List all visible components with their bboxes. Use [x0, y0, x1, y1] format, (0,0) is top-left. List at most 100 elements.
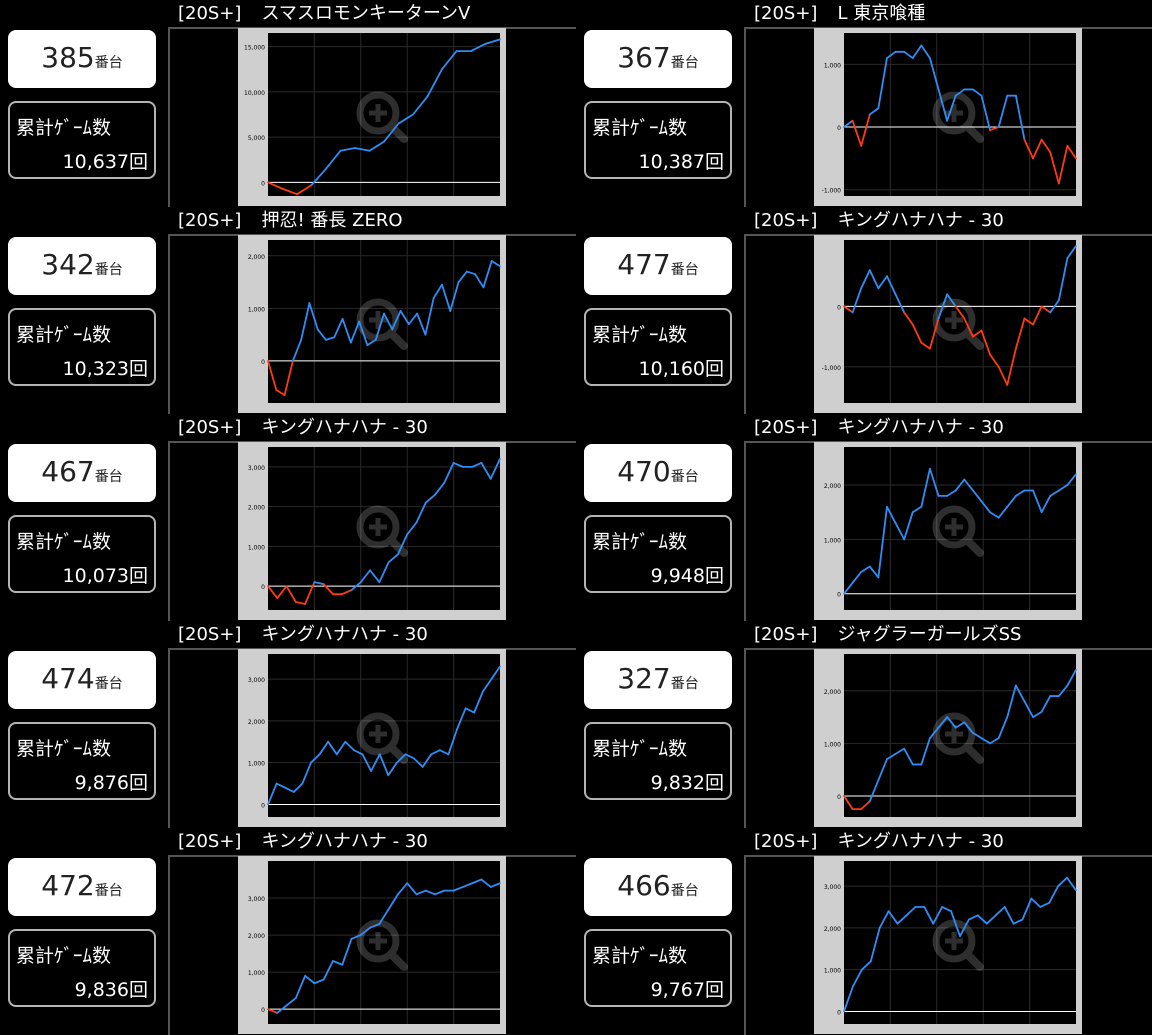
machine-number-suffix: 番台 — [94, 55, 123, 71]
series-segment — [971, 731, 983, 740]
machine-card[interactable]: [20S+] キングハナハナ - 30 466 番台 累計ｹﾞｰﾑ数 9,767回 0 1,0… — [576, 828, 1152, 1035]
slump-graph[interactable]: 0 1,000 2,000 3,000 — [238, 649, 506, 827]
series-segment — [341, 937, 353, 966]
setting-tag: [20S+] — [178, 831, 242, 852]
machine-number-suffix: 番台 — [670, 469, 699, 485]
zoom-watermark-icon — [356, 505, 408, 557]
plot-area — [268, 447, 500, 610]
total-games-label: 累計ｹﾞｰﾑ数 — [16, 738, 112, 760]
series-segment — [310, 167, 327, 187]
series-segment — [490, 665, 501, 680]
machine-card[interactable]: [20S+] キングハナハナ - 30 477 番台 累計ｹﾞｰﾑ数 10,160回 -1,… — [576, 207, 1152, 414]
machine-card[interactable]: [20S+] L 東京喰種 367 番台 累計ｹﾞｰﾑ数 10,387回 -1,000 0 1,… — [576, 0, 1152, 207]
slump-graph[interactable]: 0 1,000 2,000 3,000 — [814, 856, 1082, 1034]
machine-number-button[interactable]: 477 番台 — [584, 237, 732, 295]
series-segment — [994, 906, 1006, 917]
slump-graph[interactable]: 0 1,000 2,000 3,000 — [238, 856, 506, 1034]
series-segment — [358, 320, 369, 347]
series-segment — [383, 312, 394, 331]
machine-number-button[interactable]: 385 番台 — [8, 30, 156, 88]
divider — [168, 648, 170, 828]
series-segment — [1039, 901, 1051, 908]
slump-graph[interactable]: 0 1,000 2,000 — [814, 442, 1082, 620]
series-segment — [878, 910, 890, 929]
series-segment — [886, 753, 897, 761]
y-tick-label: 1,000 — [248, 306, 265, 313]
zoom-watermark-icon — [932, 712, 984, 764]
machine-name: キングハナハナ - 30 — [837, 210, 1004, 231]
machine-name: キングハナハナ - 30 — [261, 831, 428, 852]
series-segment — [281, 187, 298, 196]
machine-card[interactable]: [20S+] 押忍! 番長 ZERO 342 番台 累計ｹﾞｰﾑ数 10,323回 0 1,0… — [0, 207, 576, 414]
divider — [744, 234, 746, 414]
total-games-box: 累計ｹﾞｰﾑ数 10,160回 — [584, 308, 732, 386]
machine-number-button[interactable]: 474 番台 — [8, 651, 156, 709]
series-segment — [316, 328, 327, 341]
machine-number-button[interactable]: 342 番台 — [8, 237, 156, 295]
total-games-label: 累計ｹﾞｰﾑ数 — [592, 738, 688, 760]
series-segment — [989, 737, 1000, 745]
series-segment — [416, 312, 427, 336]
setting-tag: [20S+] — [754, 3, 818, 24]
machine-number-button[interactable]: 466 番台 — [584, 858, 732, 916]
slump-graph-svg: 0 1,000 2,000 — [248, 240, 501, 403]
series-segment — [851, 119, 863, 147]
total-games-value: 10,637回 — [62, 151, 148, 173]
machine-card[interactable]: [20S+] キングハナハナ - 30 474 番台 累計ｹﾞｰﾑ数 9,876回 0 1,0… — [0, 621, 576, 828]
machine-card[interactable]: [20S+] ジャグラーガールズSS 327 番台 累計ｹﾞｰﾑ数 9,832回 0 1,00… — [576, 621, 1152, 828]
series-segment — [441, 283, 452, 312]
series-segment — [464, 707, 476, 714]
series-segment — [1014, 684, 1026, 703]
slump-graph-svg: 0 1,000 2,000 3,000 — [824, 861, 1077, 1024]
series-segment — [1023, 317, 1034, 326]
machine-number-button[interactable]: 472 番台 — [8, 858, 156, 916]
series-segment — [937, 88, 949, 122]
machine-card[interactable]: [20S+] スマスロモンキーターンV 385 番台 累計ｹﾞｰﾑ数 10,637回 0 5,… — [0, 0, 576, 207]
series-segment — [267, 782, 278, 806]
machine-number-button[interactable]: 470 番台 — [584, 444, 732, 502]
series-segment — [339, 147, 356, 152]
slump-graph[interactable]: -1,000 0 1,000 — [814, 28, 1082, 206]
series-segment — [327, 740, 338, 756]
machine-number-button[interactable]: 327 番台 — [584, 651, 732, 709]
series-segment — [868, 107, 880, 116]
machine-number-button[interactable]: 467 番台 — [8, 444, 156, 502]
slump-graph-svg: 0 1,000 2,000 3,000 — [248, 654, 501, 817]
machine-number: 470 — [617, 455, 671, 488]
series-segment — [868, 779, 880, 803]
total-games-label: 累計ｹﾞｰﾑ数 — [16, 531, 112, 553]
slump-graph[interactable]: 0 1,000 2,000 3,000 — [238, 442, 506, 620]
machine-name: 押忍! 番長 ZERO — [261, 210, 403, 231]
y-tick-label: 0 — [261, 802, 265, 809]
machine-number-button[interactable]: 367 番台 — [584, 30, 732, 88]
series-segment — [946, 94, 957, 122]
series-segment — [868, 269, 880, 290]
series-segment — [304, 974, 316, 985]
machine-card[interactable]: [20S+] キングハナハナ - 30 472 番台 累計ｹﾞｰﾑ数 9,836回 0 1,0… — [0, 828, 576, 1035]
series-segment — [397, 882, 409, 896]
slump-graph[interactable]: -1,000 0 — [814, 235, 1082, 413]
series-segment — [1057, 876, 1068, 887]
total-games-value: 9,832回 — [650, 772, 724, 794]
series-segment — [963, 317, 974, 338]
machine-card[interactable]: [20S+] キングハナハナ - 30 470 番台 累計ｹﾞｰﾑ数 9,948回 0 1,0… — [576, 414, 1152, 621]
slump-graph[interactable]: 0 5,000 10,000 15,000 — [238, 28, 506, 206]
series-segment — [929, 57, 940, 91]
setting-tag: [20S+] — [178, 624, 242, 645]
machine-number: 466 — [617, 869, 671, 902]
slump-graph[interactable]: 0 1,000 2,000 — [814, 649, 1082, 827]
series-segment — [292, 782, 304, 793]
series-segment — [920, 467, 931, 508]
total-games-value: 9,836回 — [74, 979, 148, 1001]
series-segment — [843, 581, 854, 595]
machine-card[interactable]: [20S+] キングハナハナ - 30 467 番台 累計ｹﾞｰﾑ数 10,073回 0 1,… — [0, 414, 576, 621]
y-tick-label: 10,000 — [244, 90, 265, 97]
slump-graph-svg: -1,000 0 1,000 — [822, 33, 1077, 196]
series-segment — [1014, 94, 1026, 141]
series-segment — [894, 747, 906, 755]
series-segment — [318, 740, 330, 756]
series-segment — [471, 878, 483, 885]
slump-graph[interactable]: 0 1,000 2,000 — [238, 235, 506, 413]
series-segment — [415, 889, 427, 896]
machine-number-suffix: 番台 — [670, 676, 699, 692]
